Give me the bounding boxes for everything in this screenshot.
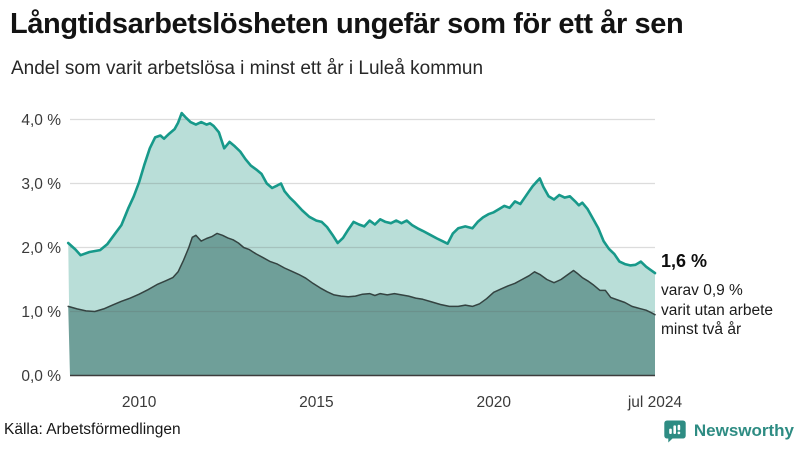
y-tick-label: 2,0 % <box>21 240 61 257</box>
brand-name: Newsworthy <box>693 421 794 440</box>
series-line-1 <box>67 232 656 316</box>
end-value-label: 1,6 % <box>661 251 708 271</box>
y-tick-label: 0,0 % <box>21 368 61 385</box>
page-subtitle: Andel som varit arbetslösa i minst ett å… <box>11 58 484 79</box>
note-line-2: varit utan arbete <box>661 301 774 319</box>
page-title: Långtidsarbetslösheten ungefär som för e… <box>10 8 684 40</box>
x-tick-label: 2010 <box>122 394 157 411</box>
y-tick-label: 4,0 % <box>21 112 61 129</box>
newsworthy-bubble-barchart-icon <box>664 420 686 443</box>
x-tick-label: jul 2024 <box>627 394 683 411</box>
series-line-0 <box>66 111 657 275</box>
y-tick-label: 1,0 % <box>21 304 61 321</box>
x-tick-label: 2020 <box>476 394 511 411</box>
note-line-1: varav 0,9 % <box>661 282 743 299</box>
end-value-annotation: 1,6 % varav 0,9 % varit utan arbete mins… <box>661 251 796 340</box>
source-credit: Källa: Arbetsförmedlingen <box>4 421 181 438</box>
y-tick-label: 3,0 % <box>21 176 61 193</box>
note-line-3: minst två år <box>661 321 742 338</box>
area-fill-1 <box>68 233 655 376</box>
newsworthy-brand: Newsworthy <box>663 419 794 443</box>
end-value-note: varav 0,9 % varit utan arbete minst två … <box>661 281 796 340</box>
x-tick-label: 2015 <box>299 394 333 411</box>
